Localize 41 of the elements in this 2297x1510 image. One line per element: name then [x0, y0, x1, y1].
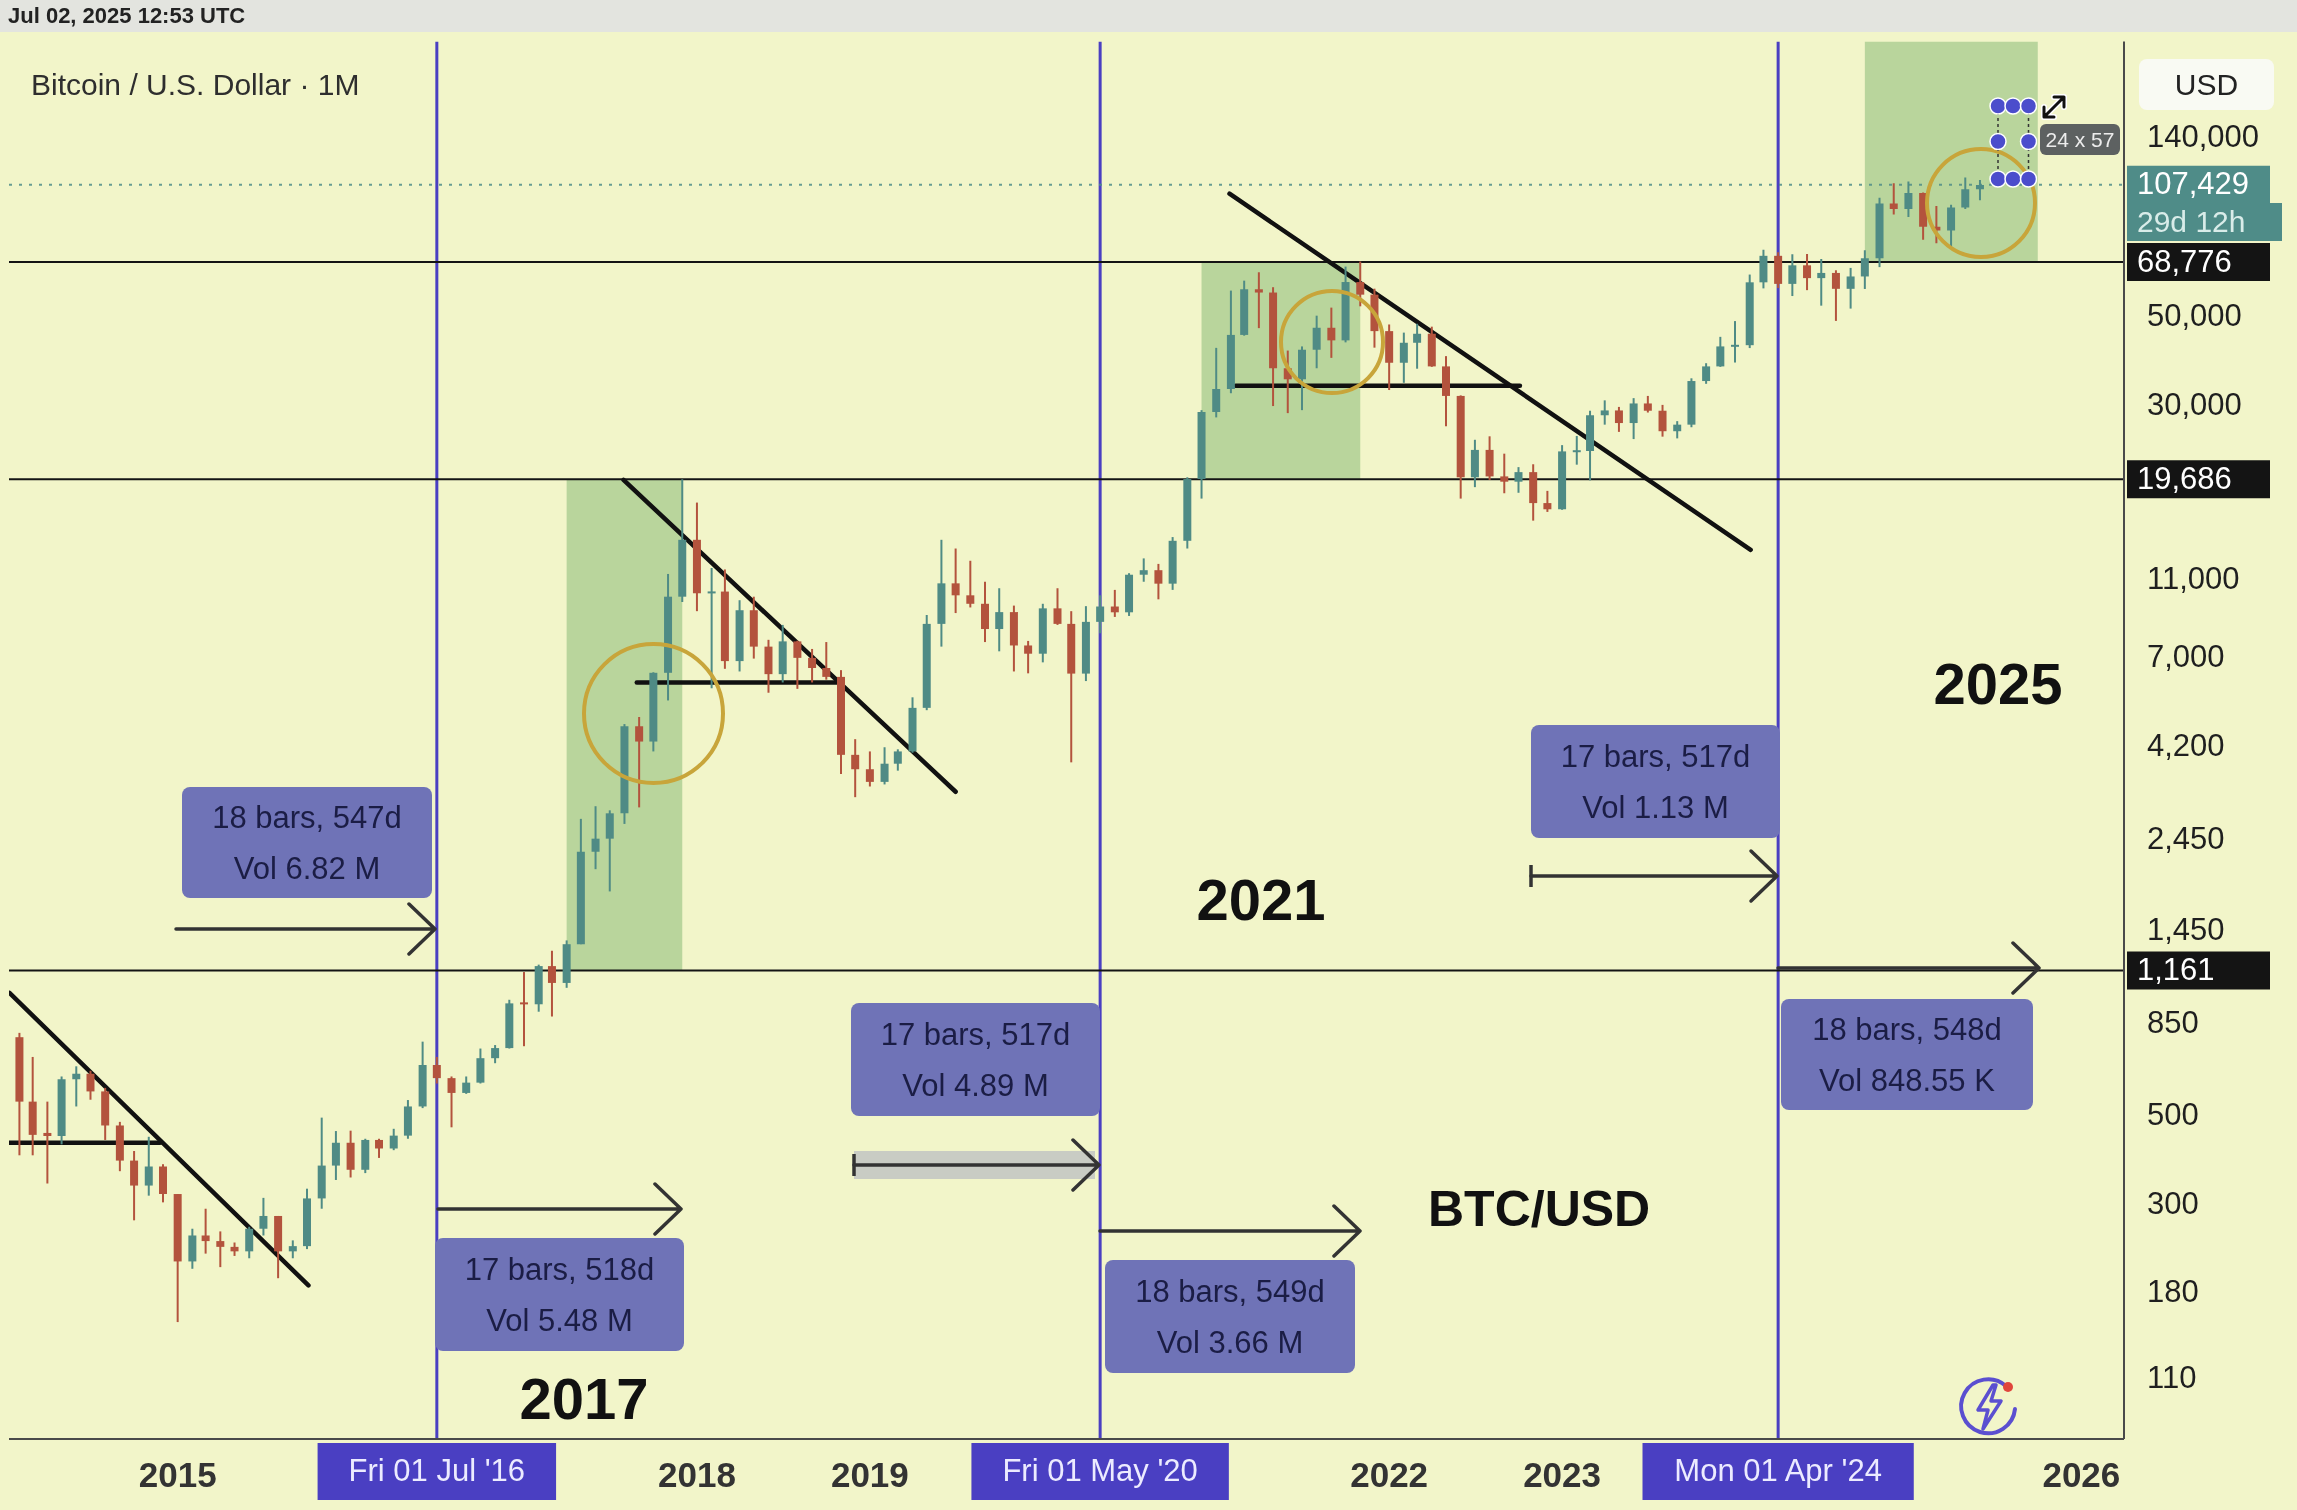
- y-tick-label: 140,000: [2147, 119, 2260, 155]
- y-tick-label: 500: [2147, 1097, 2199, 1133]
- annotation: 17 bars, 518d Vol 5.48 M: [435, 1238, 684, 1351]
- y-tick-label: 4,200: [2147, 727, 2225, 763]
- annotation: 17 bars, 517d Vol 1.13 M: [1531, 725, 1780, 838]
- x-tick-label: 2026: [2042, 1454, 2121, 1494]
- y-axis-title: USD: [2139, 59, 2274, 110]
- y-tick-label: 7,000: [2147, 639, 2225, 675]
- y-tick-label: 1,450: [2147, 912, 2225, 948]
- x-tick-label: 2023: [1523, 1454, 1602, 1494]
- annotation: 2017: [519, 1366, 649, 1431]
- annotation: 2025: [1933, 651, 2063, 716]
- text: 29d 12h: [2127, 203, 2282, 241]
- ref-line-label: 68,776: [2137, 243, 2232, 279]
- y-tick-label: 50,000: [2147, 297, 2242, 333]
- annotation: 24 x 57: [2040, 124, 2120, 155]
- ref-line-label: Fri 01 Jul '16: [348, 1452, 526, 1488]
- x-tick-label: 2018: [658, 1454, 736, 1494]
- annotation: 18 bars, 548d Vol 848.55 K: [1781, 999, 2033, 1110]
- x-tick-label: 2019: [830, 1454, 909, 1494]
- annotation: 18 bars, 547d Vol 6.82 M: [182, 787, 432, 898]
- ref-line-label: 19,686: [2137, 460, 2232, 496]
- annotation: 18 bars, 549d Vol 3.66 M: [1105, 1260, 1355, 1373]
- ref-line-label: 1,161: [2137, 951, 2215, 987]
- y-tick-label: 2,450: [2147, 821, 2225, 857]
- ref-line-label: Mon 01 Apr '24: [1674, 1452, 1882, 1488]
- x-tick-label: 2015: [138, 1454, 217, 1494]
- annotation: 2021: [1196, 867, 1326, 932]
- y-tick-label: 850: [2147, 1005, 2199, 1041]
- ref-line-label: 107,429: [2137, 166, 2250, 202]
- y-tick-label: 300: [2147, 1185, 2199, 1221]
- x-tick-label: 2022: [1350, 1454, 1429, 1494]
- annotation: BTC/USD: [1428, 1181, 1651, 1237]
- y-tick-label: 180: [2147, 1274, 2199, 1310]
- annotation: 17 bars, 517d Vol 4.89 M: [851, 1003, 1100, 1116]
- y-tick-label: 11,000: [2147, 560, 2240, 596]
- ref-line-label: Fri 01 May '20: [1002, 1452, 1198, 1488]
- text: Jul 02, 2025 12:53 UTC: [8, 2, 246, 30]
- y-tick-label: 30,000: [2147, 386, 2242, 422]
- y-tick-label: 110: [2147, 1359, 2197, 1395]
- text: Bitcoin / U.S. Dollar · 1M: [31, 67, 360, 103]
